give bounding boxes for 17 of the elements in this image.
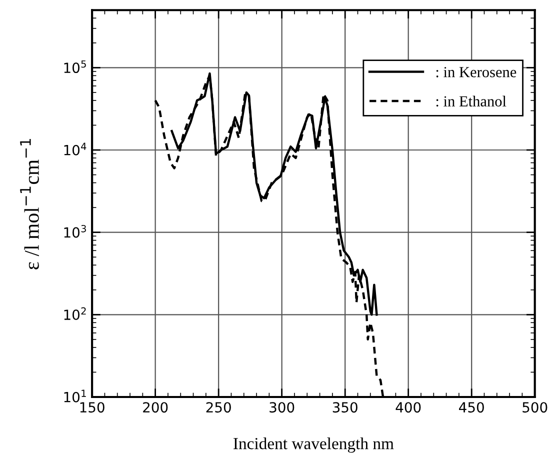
y-axis-title: ε /l mol$^{−1}$cm$^{−1}$: [20, 138, 39, 270]
legend-label: : in Ethanol: [436, 96, 506, 107]
x-tick-label: 450: [459, 402, 484, 413]
x-tick-label: 350: [332, 402, 358, 413]
y-tick-label: 10$^{2}$: [64, 307, 86, 320]
y-tick-label: 10$^{3}$: [64, 224, 86, 238]
x-tick-label: 250: [206, 402, 231, 413]
x-tick-label: 300: [270, 402, 294, 413]
x-tick-label: 400: [396, 402, 421, 413]
x-tick-label: 500: [522, 402, 548, 413]
y-tick-label: 10$^{4}$: [64, 142, 86, 156]
y-tick-label: 10$^{5}$: [64, 60, 86, 74]
y-tick-label: 10$^{1}$: [64, 390, 86, 402]
x-axis-title: Incident wavelength nm: [234, 438, 394, 453]
x-tick-label: 200: [143, 402, 168, 413]
x-tick-label: 150: [80, 402, 104, 413]
legend-label: : in Kerosene: [436, 67, 516, 78]
